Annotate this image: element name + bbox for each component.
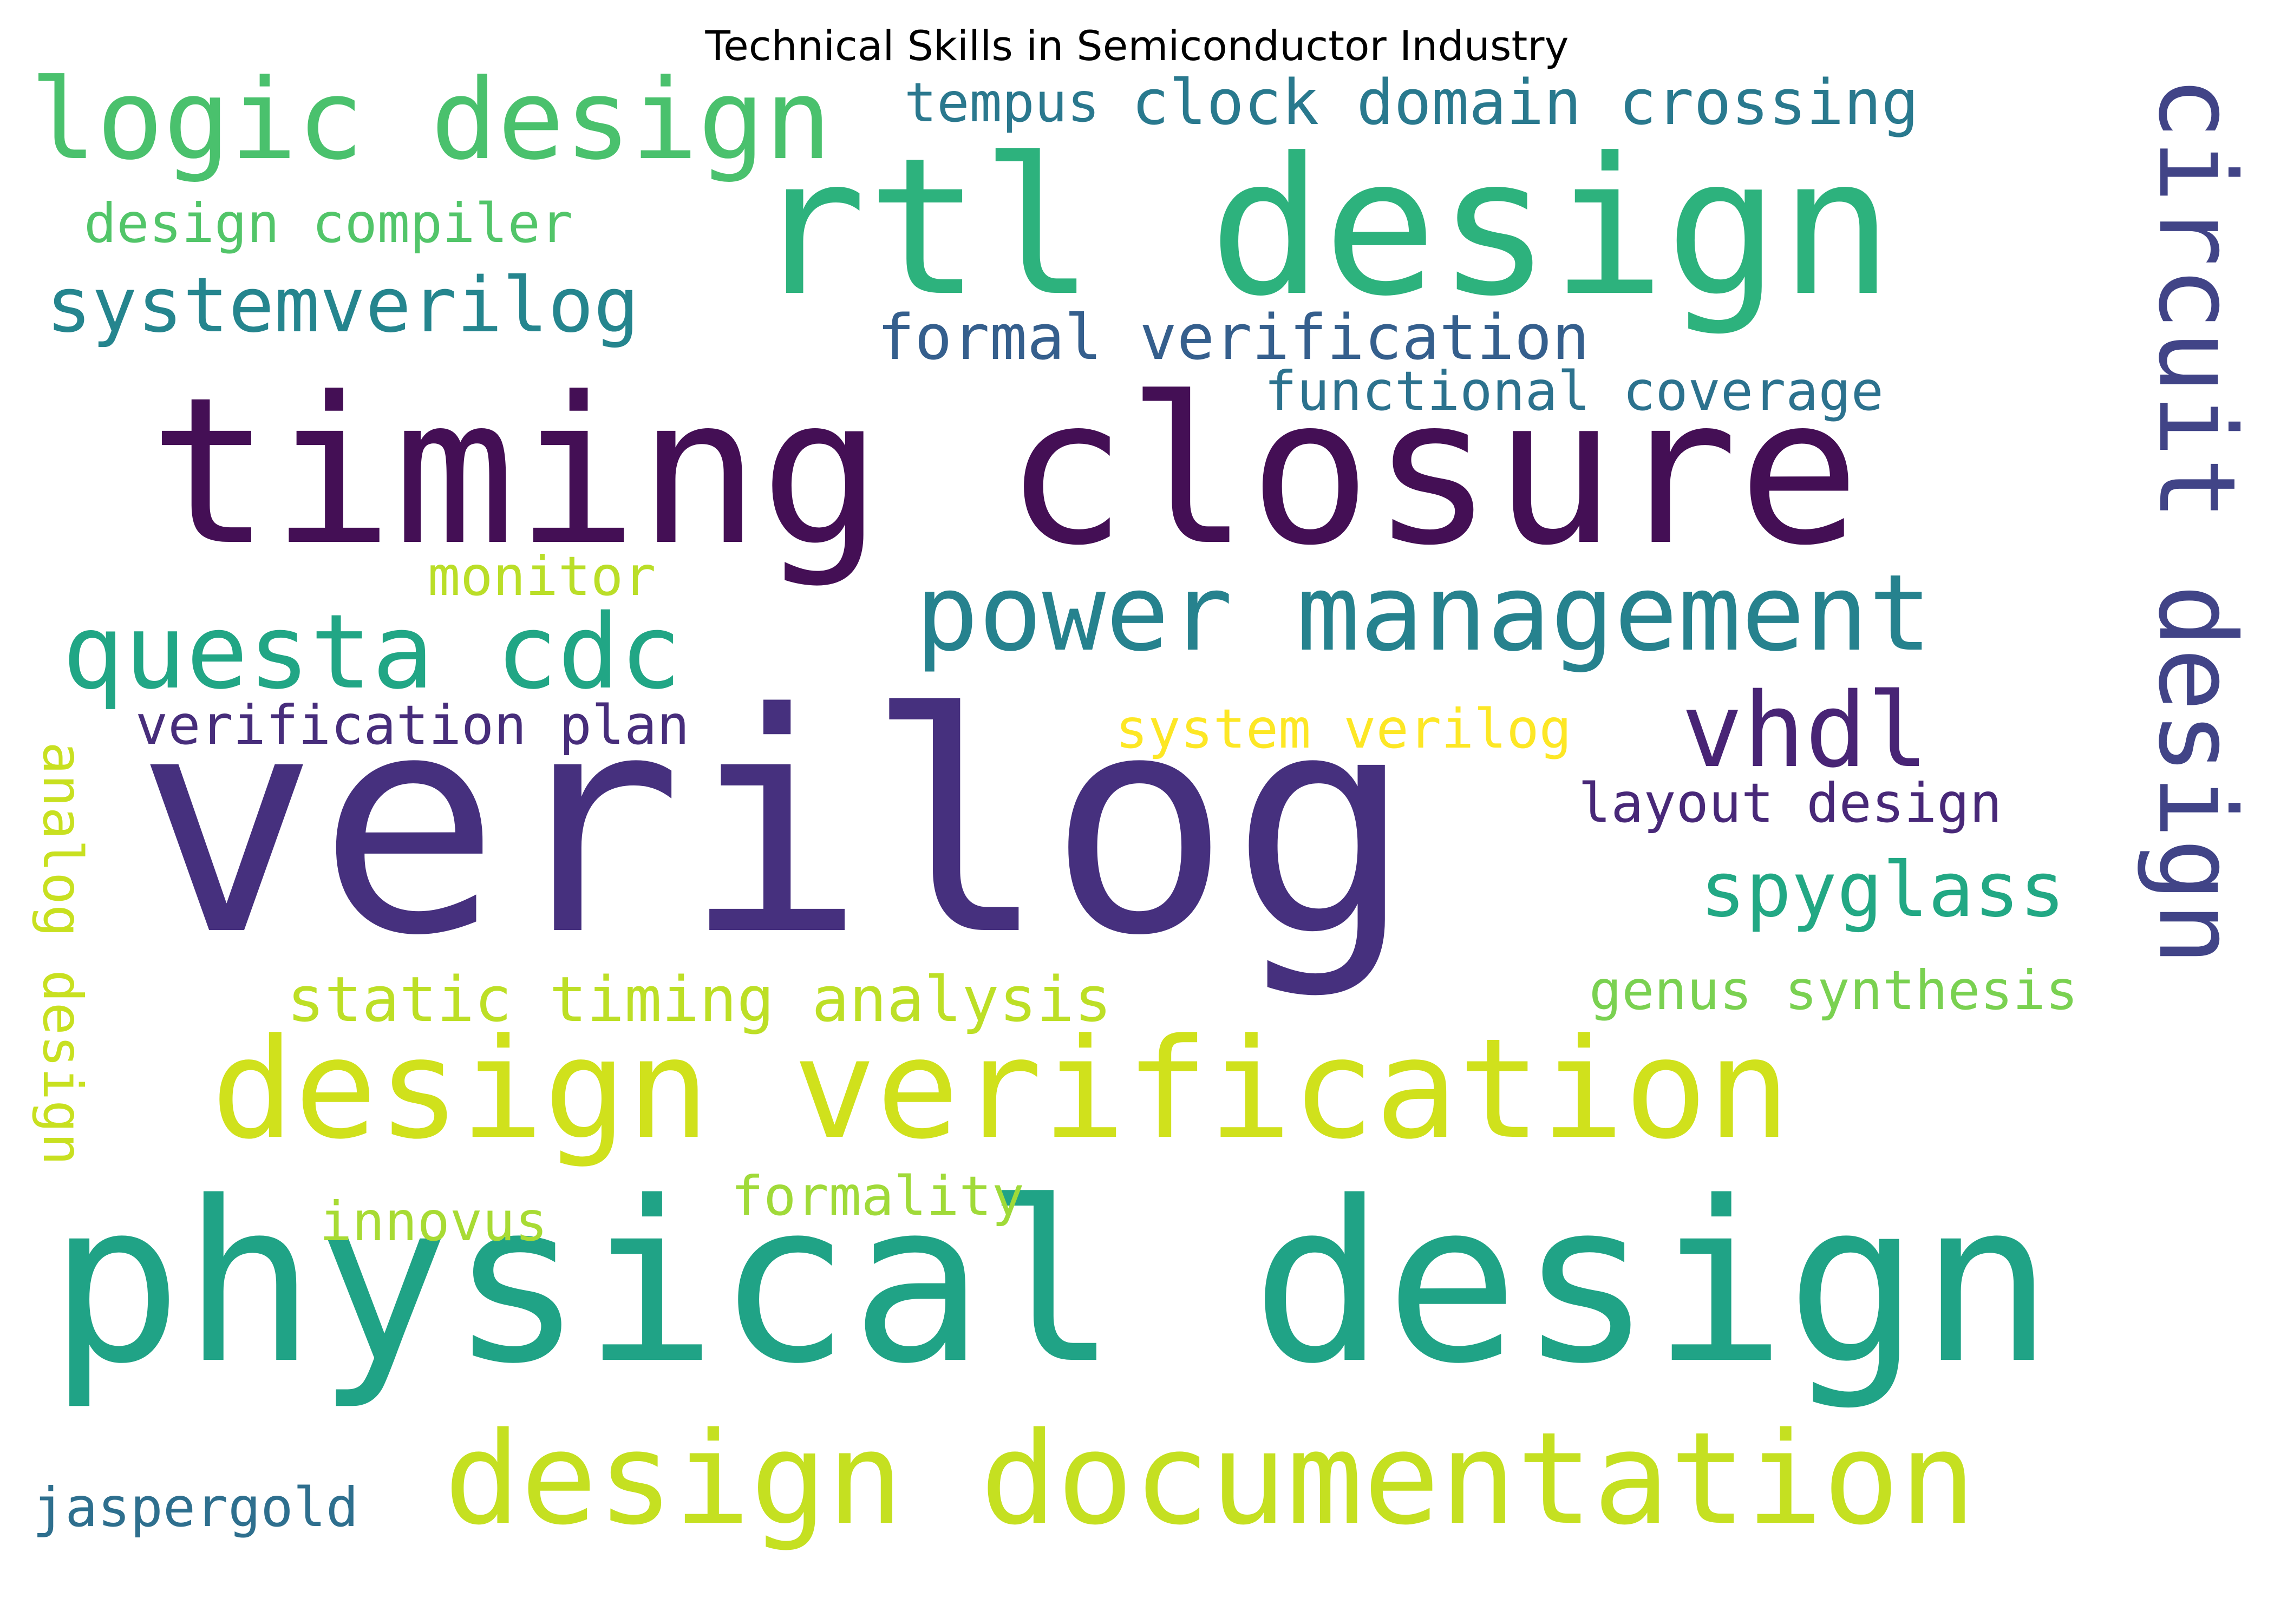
word-power-management: power management bbox=[915, 552, 1932, 675]
word-circuit-design: circuit design bbox=[2135, 76, 2258, 966]
word-functional-coverage: functional coverage bbox=[1264, 359, 1884, 423]
word-vhdl: vhdl bbox=[1681, 671, 1929, 790]
word-static-timing-analysis: static timing analysis bbox=[287, 964, 1112, 1036]
word-clock-domain-crossing: clock domain crossing bbox=[1132, 67, 1919, 139]
word-rtl-design: rtl design bbox=[753, 117, 1894, 338]
word-timing-closure: timing closure bbox=[149, 354, 1860, 590]
word-genus-synthesis: genus synthesis bbox=[1589, 959, 2079, 1022]
word-questa-cdc: questa cdc bbox=[62, 592, 682, 712]
word-formality: formality bbox=[731, 1164, 1024, 1228]
word-spyglass: spyglass bbox=[1700, 846, 2066, 934]
word-design-verification: design verification bbox=[211, 1009, 1791, 1170]
word-verilog: verilog bbox=[135, 649, 1414, 1002]
word-innovus: innovus bbox=[319, 1190, 548, 1253]
word-logic-design: logic design bbox=[30, 56, 832, 185]
word-formal-verification: formal verification bbox=[877, 302, 1590, 374]
word-analog-design: analog design bbox=[31, 742, 94, 1165]
word-systemverilog: systemverilog bbox=[46, 261, 639, 350]
word-tempus: tempus bbox=[904, 71, 1100, 134]
word-monitor: monitor bbox=[428, 545, 656, 608]
word-jaspergold: jaspergold bbox=[32, 1476, 359, 1539]
word-physical-design: physical design bbox=[49, 1154, 2054, 1412]
chart-title: Technical Skills in Semiconductor Indust… bbox=[705, 22, 1569, 70]
word-verification-plan: verification plan bbox=[135, 693, 690, 757]
word-layout-design: layout design bbox=[1578, 771, 2002, 835]
word-design-documentation: design documentation bbox=[444, 1405, 1976, 1553]
word-design-compiler: design compiler bbox=[84, 192, 573, 255]
word-system-verilog: system verilog bbox=[1115, 697, 1572, 761]
